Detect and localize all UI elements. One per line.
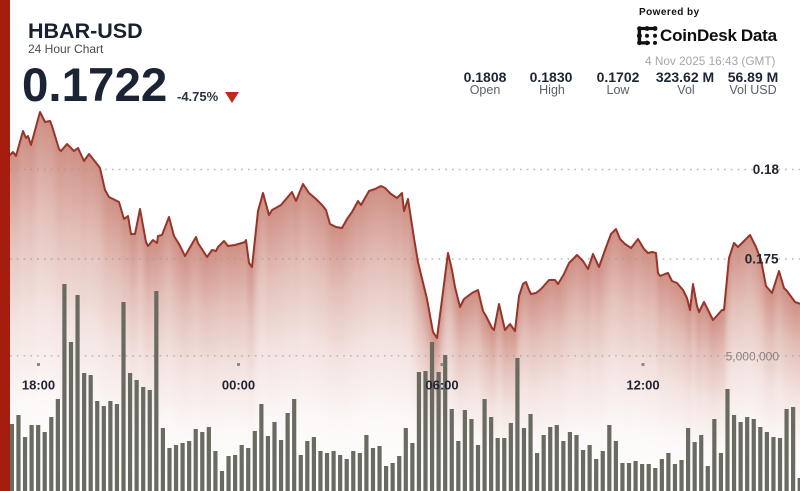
svg-text:18:00: 18:00 xyxy=(22,378,55,393)
svg-text:0.175: 0.175 xyxy=(745,252,779,267)
svg-text:00:00: 00:00 xyxy=(222,378,255,393)
svg-text:12:00: 12:00 xyxy=(626,378,659,393)
svg-text:06:00: 06:00 xyxy=(425,378,458,393)
svg-text:0.18: 0.18 xyxy=(753,162,780,177)
svg-text:5,000,000: 5,000,000 xyxy=(726,350,780,364)
